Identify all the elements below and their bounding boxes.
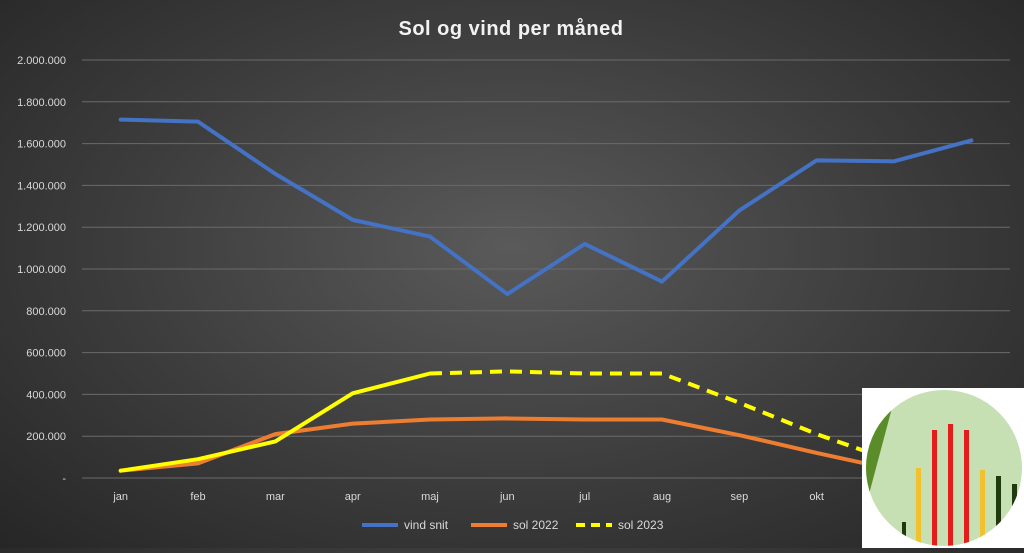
x-tick-label: maj [421, 491, 439, 503]
legend: vind snit sol 2022 sol 2023 [362, 518, 664, 532]
series-line-sol-2022 [121, 418, 894, 470]
logo-bar [996, 476, 1001, 548]
x-tick-label: okt [809, 491, 824, 503]
x-tick-label: jul [578, 491, 590, 503]
chart-title: Sol og vind per måned [399, 17, 624, 40]
y-tick-label: 1.000.000 [17, 264, 66, 276]
x-tick-label: jan [112, 491, 128, 503]
y-tick-label: 1.600.000 [17, 139, 66, 151]
x-tick-label: jun [499, 491, 515, 503]
logo-bar [1012, 484, 1017, 548]
x-tick-label: apr [345, 491, 361, 503]
legend-label: vind snit [404, 518, 449, 532]
x-tick-label: mar [266, 491, 285, 503]
y-tick-label: 600.000 [26, 348, 66, 360]
y-tick-label: - [62, 473, 66, 485]
y-axis: - 200.000 400.000 600.000 800.000 1.000.000 1.… [17, 55, 66, 485]
legend-label: sol 2022 [513, 518, 559, 532]
logo-bar [964, 430, 969, 548]
logo-bar [980, 470, 985, 548]
series-line-sol-2023-dashed [430, 371, 894, 461]
logo-bar [932, 430, 937, 548]
logo-bar [948, 424, 953, 548]
y-tick-label: 200.000 [26, 431, 66, 443]
y-tick-label: 400.000 [26, 389, 66, 401]
logo-bar [902, 522, 906, 548]
series-line-vind-snit [121, 120, 972, 295]
x-tick-label: feb [190, 491, 205, 503]
x-tick-label: aug [653, 491, 671, 503]
y-tick-label: 2.000.000 [17, 55, 66, 67]
y-tick-label: 1.200.000 [17, 222, 66, 234]
series-layer [121, 119, 972, 470]
logo [862, 388, 1024, 548]
y-tick-label: 1.800.000 [17, 97, 66, 109]
logo-bar [916, 468, 921, 548]
logo-graphic [862, 388, 1024, 548]
x-tick-label: sep [730, 491, 748, 503]
y-tick-label: 800.000 [26, 306, 66, 318]
y-tick-label: 1.400.000 [17, 180, 66, 192]
x-axis: janfebmaraprmajjunjulaugsepoktnovdec [112, 491, 980, 503]
legend-label: sol 2023 [618, 518, 664, 532]
